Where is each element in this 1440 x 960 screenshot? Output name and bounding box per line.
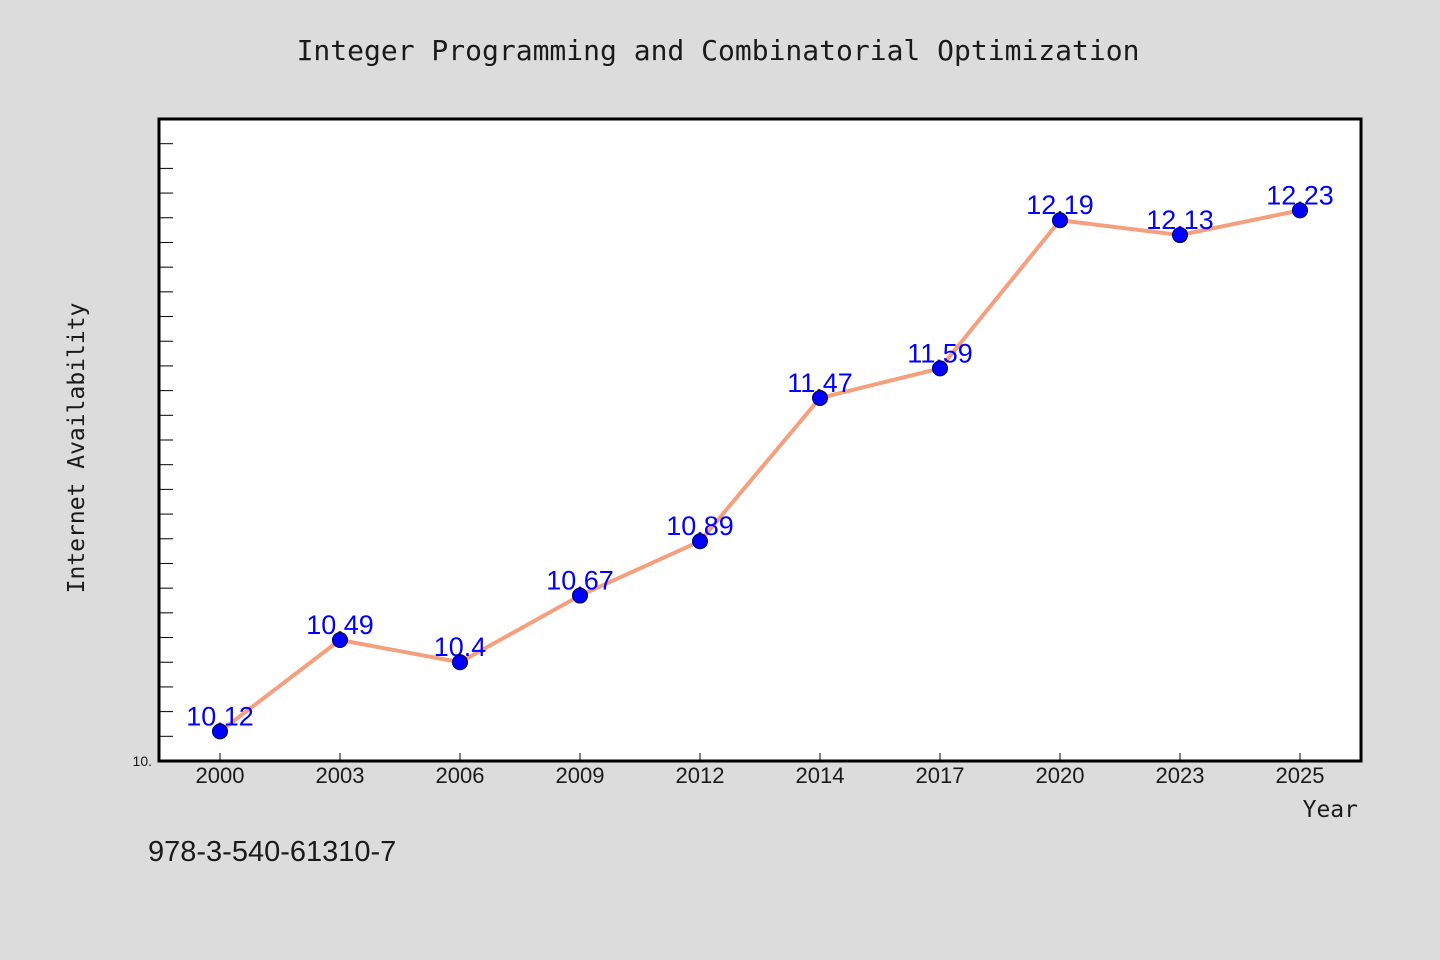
data-point: [932, 360, 948, 377]
x-tick-label: 2020: [1036, 763, 1085, 788]
data-point: [812, 390, 828, 407]
x-tick-label: 2012: [676, 763, 725, 788]
data-point: [212, 723, 228, 740]
x-axis-label: Year: [1303, 797, 1358, 823]
data-point: [692, 533, 708, 550]
plot-area: [157, 117, 1363, 763]
x-tick-label: 2014: [796, 763, 845, 788]
data-point: [1292, 202, 1308, 219]
data-point: [332, 632, 348, 649]
x-tick-label: 2017: [916, 763, 965, 788]
y-axis-label: Internet Availability: [64, 303, 90, 594]
x-axis-ticks: 2000 2003 2006 2009 2012 2014 2017 2020 2023 2025: [196, 753, 1325, 788]
y-axis-min-label: 10.: [133, 753, 152, 769]
footnote-isbn: 978-3-540-61310-7: [148, 836, 397, 868]
x-tick-label: 2003: [316, 763, 365, 788]
data-point: [1052, 212, 1068, 229]
x-tick-label: 2006: [436, 763, 485, 788]
x-tick-label: 2000: [196, 763, 245, 788]
x-tick-label: 2025: [1276, 763, 1325, 788]
data-point: [452, 654, 468, 671]
chart-title: Integer Programming and Combinatorial Op…: [297, 34, 1140, 67]
x-tick-label: 2023: [1156, 763, 1205, 788]
y-axis-ticks: [159, 118, 173, 762]
data-point: [572, 587, 588, 604]
x-tick-label: 2009: [556, 763, 605, 788]
data-point: [1172, 227, 1188, 244]
series-line: [218, 208, 1301, 733]
